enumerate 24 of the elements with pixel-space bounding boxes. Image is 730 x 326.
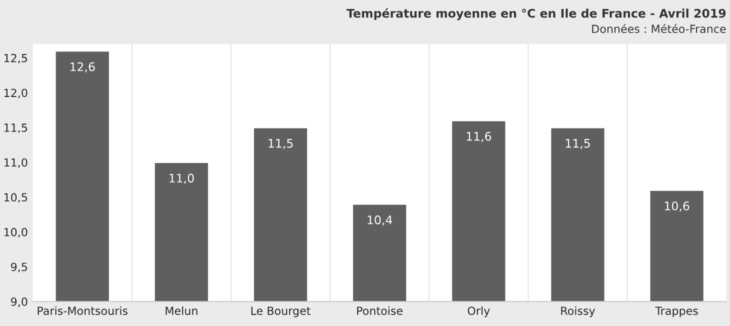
y-tick-label: 11,5 <box>4 124 28 134</box>
y-tick-label: 12,5 <box>4 54 28 64</box>
data-label: 11,5 <box>566 139 590 149</box>
data-label: 11,0 <box>170 174 194 184</box>
chart-title: Température moyenne en °C en Ile de France - Avril 2019 <box>346 8 726 20</box>
x-tick-label: Melun <box>166 306 198 316</box>
x-tick-label: Roissy <box>561 306 596 318</box>
data-label: 10,4 <box>368 215 392 226</box>
x-tick-label: Trappes <box>655 306 698 318</box>
x-tick-label: Le Bourget <box>251 306 310 318</box>
y-tick-label: 9,0 <box>11 298 28 308</box>
y-tick-label: 12,0 <box>4 88 28 98</box>
y-tick-label: 9,5 <box>11 262 28 272</box>
x-tick-label: Paris-Montsouris <box>38 306 128 316</box>
y-tick-label: 11,0 <box>4 158 28 168</box>
chart-subtitle: Données : Météo-France <box>592 24 726 34</box>
data-label: 12,6 <box>70 62 95 72</box>
y-tick-label: 10,0 <box>4 228 28 238</box>
x-tick-label: Orly <box>468 306 490 318</box>
data-label: 10,6 <box>664 202 690 212</box>
data-label: 11,5 <box>268 139 293 149</box>
data-label: 11,6 <box>466 132 492 142</box>
y-tick-label: 10,5 <box>4 193 28 203</box>
x-tick-label: Pontoise <box>357 306 403 316</box>
